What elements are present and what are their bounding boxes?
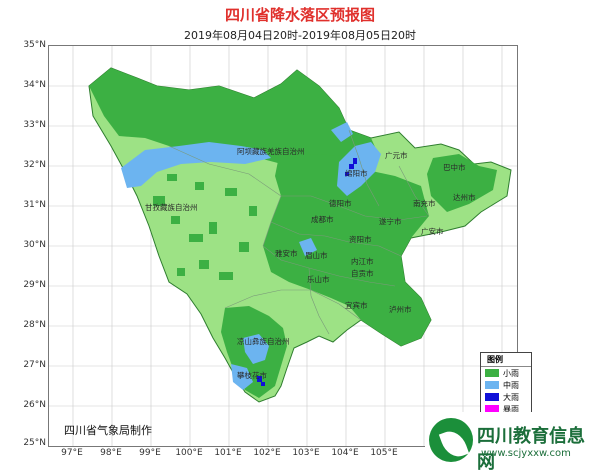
lat-label: 27°N: [23, 360, 46, 370]
place-label: 眉山市: [305, 250, 328, 260]
light-rain-area: [89, 68, 379, 174]
place-label: 攀枝花市: [237, 370, 267, 380]
lat-label: 25°N: [23, 438, 46, 448]
legend-item: 中雨: [481, 379, 531, 391]
place-label: 广安市: [421, 226, 444, 236]
place-label: 南充市: [413, 198, 436, 208]
legend-label: 中雨: [503, 380, 519, 390]
place-label: 凉山彝族自治州: [237, 336, 290, 346]
map-legend: 图例 小雨 中雨 大雨 暴雨: [480, 352, 532, 422]
place-label: 内江市: [351, 256, 374, 266]
lat-label: 28°N: [23, 320, 46, 330]
lon-label: 103°E: [292, 448, 320, 458]
place-label: 巴中市: [443, 162, 466, 172]
lat-label: 32°N: [23, 160, 46, 170]
light-rain-area: [427, 154, 497, 212]
prefecture-boundaries: [168, 129, 430, 335]
moderate-rain-area: [337, 142, 381, 196]
moderate-rain-area: [231, 364, 253, 390]
place-label: 甘孜藏族自治州: [145, 202, 198, 212]
lon-label: 105°E: [370, 448, 398, 458]
lon-label: 99°E: [139, 448, 161, 458]
lat-label: 31°N: [23, 200, 46, 210]
lon-label: 98°E: [100, 448, 122, 458]
watermark-url: www.scjyxxw.com: [481, 448, 571, 459]
legend-label: 小雨: [503, 368, 519, 378]
moderate-rain-area: [331, 122, 353, 142]
place-label: 广元市: [385, 150, 408, 160]
lon-label: 101°E: [214, 448, 242, 458]
lon-label: 102°E: [253, 448, 281, 458]
lon-label: 104°E: [331, 448, 359, 458]
place-label: 资阳市: [349, 234, 372, 244]
place-label: 乐山市: [307, 274, 330, 284]
lon-label: 100°E: [175, 448, 203, 458]
place-label: 自贡市: [351, 268, 374, 278]
watermark-title: 四川教育信息网: [477, 426, 585, 473]
leaf-logo-icon: [429, 418, 473, 462]
moderate-rain-area: [121, 142, 271, 188]
place-label: 达州市: [453, 192, 476, 202]
legend-label: 大雨: [503, 392, 519, 402]
place-label: 雅安市: [275, 248, 298, 258]
lat-label: 26°N: [23, 400, 46, 410]
map-title: 四川省降水落区预报图: [224, 6, 375, 24]
lat-label: 33°N: [23, 120, 46, 130]
lat-label: 29°N: [23, 280, 46, 290]
lat-label: 35°N: [23, 40, 46, 50]
place-label: 遂宁市: [379, 216, 402, 226]
legend-label: 暴雨: [503, 404, 519, 414]
lat-label: 30°N: [23, 240, 46, 250]
place-label: 阿坝藏族羌族自治州: [237, 146, 305, 156]
legend-swatch: [485, 369, 499, 377]
lon-label: 97°E: [61, 448, 83, 458]
place-label: 德阳市: [329, 198, 352, 208]
heavy-rain-area: [257, 158, 357, 386]
place-label: 泸州市: [389, 304, 412, 314]
light-rain-area: [263, 154, 431, 346]
sichuan-map: 阿坝藏族羌族自治州 甘孜藏族自治州 凉山彝族自治州 攀枝花市 广元市 巴中市 达…: [49, 46, 517, 446]
place-label: 成都市: [311, 214, 334, 224]
moderate-rain-area: [299, 238, 317, 256]
legend-item: 大雨: [481, 391, 531, 403]
legend-title: 图例: [481, 353, 531, 367]
leaf-icon: [438, 427, 470, 461]
watermark: 四川教育信息网 www.scjyxxw.com: [425, 412, 600, 473]
legend-swatch: [485, 405, 499, 413]
credit-text: 四川省气象局制作: [64, 424, 152, 437]
map-area: 阿坝藏族羌族自治州 甘孜藏族自治州 凉山彝族自治州 攀枝花市 广元市 巴中市 达…: [48, 45, 518, 447]
legend-item: 小雨: [481, 367, 531, 379]
light-rain-patches: [153, 174, 257, 280]
place-label: 绵阳市: [345, 168, 368, 178]
lat-label: 34°N: [23, 80, 46, 90]
moderate-rain-area: [243, 334, 269, 364]
place-label: 宜宾市: [345, 300, 368, 310]
legend-item: 暴雨: [481, 403, 531, 415]
legend-swatch: [485, 381, 499, 389]
legend-swatch: [485, 393, 499, 401]
map-subtitle: 2019年08月04日20时-2019年08月05日20时: [184, 29, 416, 42]
